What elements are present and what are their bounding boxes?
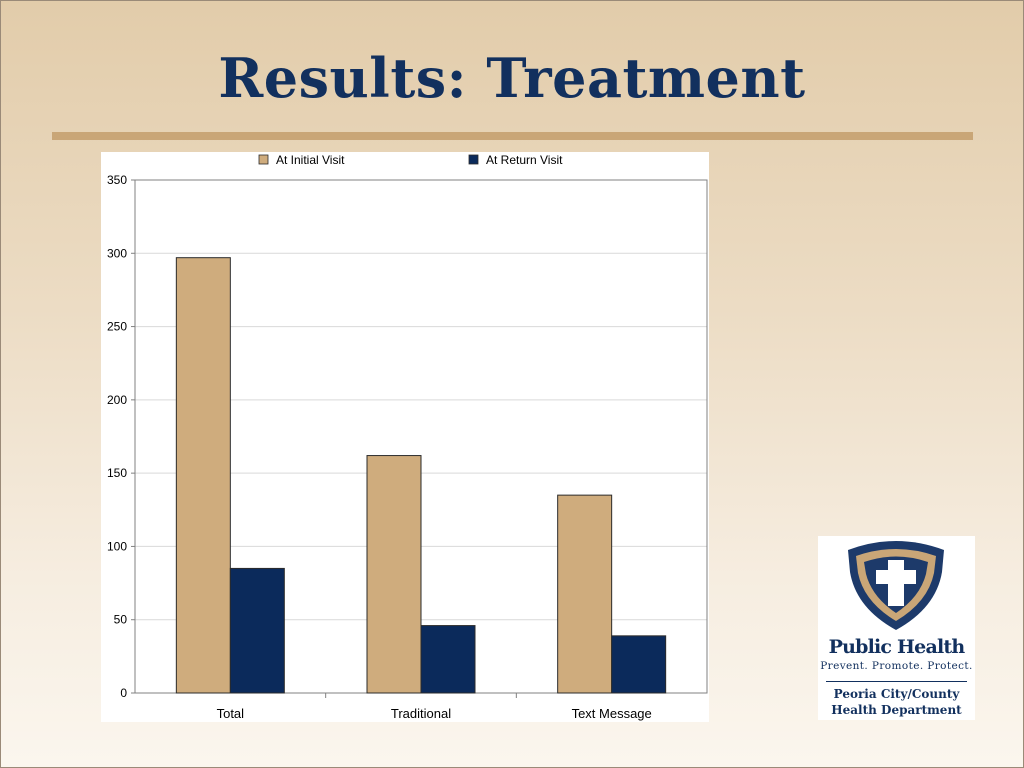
- logo-department-line-1: Peoria City/County: [833, 687, 960, 701]
- y-tick-label-1: 50: [114, 613, 128, 627]
- logo-department: Peoria City/County Health Department: [818, 686, 975, 718]
- bar-chart: 0 50 100 150 200 250 300 350 Total Traditional Tex…: [101, 152, 709, 722]
- y-tick-label-6: 300: [107, 246, 127, 260]
- logo-tagline: Prevent. Promote. Protect.: [820, 660, 973, 672]
- x-tick-label-0: Total: [217, 706, 245, 721]
- logo-divider: [826, 681, 967, 682]
- y-tick-label-2: 100: [107, 539, 127, 553]
- y-tick-label-4: 200: [107, 393, 127, 407]
- x-tick-label-2: Text Message: [572, 706, 652, 721]
- chart-canvas: 0 50 100 150 200 250 300 350 Total Traditional Tex…: [107, 153, 708, 721]
- bar-2-1: [611, 635, 667, 694]
- legend-swatch-0: [258, 154, 269, 165]
- health-department-logo: Public Health Prevent. Promote. Protect.…: [818, 536, 975, 720]
- bar-2-0: [557, 494, 613, 694]
- x-tick-label-1: Traditional: [391, 706, 451, 721]
- logo-name: Public Health: [828, 636, 966, 658]
- bar-1-0: [366, 455, 422, 694]
- legend-label-0: At Initial Visit: [276, 153, 345, 167]
- y-tick-label-0: 0: [120, 686, 127, 700]
- title-divider: [52, 132, 973, 140]
- shield-cross-icon: [848, 541, 944, 630]
- y-tick-label-7: 350: [107, 173, 127, 187]
- legend-swatch-1: [468, 154, 479, 165]
- bar-0-0: [175, 257, 231, 694]
- bar-0-1: [229, 567, 285, 694]
- y-tick-label-5: 250: [107, 320, 127, 334]
- y-tick-label-3: 150: [107, 466, 127, 480]
- legend-label-1: At Return Visit: [486, 153, 563, 167]
- slide-title: Results: Treatment: [218, 46, 806, 110]
- logo-department-line-2: Health Department: [831, 703, 962, 717]
- bar-1-1: [420, 625, 476, 694]
